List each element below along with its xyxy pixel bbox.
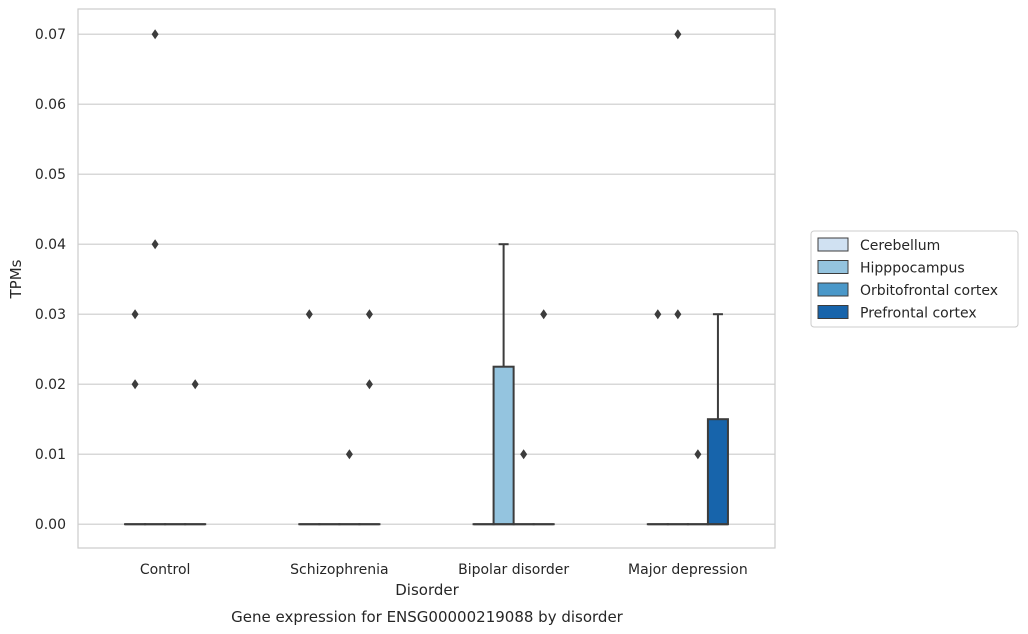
y-tick-label: 0.00 <box>35 517 66 533</box>
legend: Cerebellum Hipppocampus Orbitofrontal cort… <box>810 230 1019 328</box>
legend-swatch <box>817 237 849 252</box>
outlier-point <box>151 239 159 250</box>
x-tick-label: Control <box>140 562 191 578</box>
grid-lines <box>78 33 775 525</box>
legend-frame <box>810 230 1019 328</box>
box <box>706 418 729 526</box>
y-tick-label: 0.07 <box>35 27 66 43</box>
y-tick-label: 0.02 <box>35 377 66 393</box>
outlier-point <box>694 449 702 460</box>
x-tick-label: Major depression <box>628 562 748 578</box>
plot-frame <box>77 8 776 549</box>
legend-swatch <box>817 305 849 319</box>
outlier-point <box>365 379 373 390</box>
y-tick-label: 0.04 <box>35 237 66 253</box>
x-axis-label: Disorder <box>395 581 459 599</box>
outlier-point <box>654 309 662 320</box>
x-tick-labels: Control Schizophrenia Bipolar disorder Majo… <box>140 562 748 578</box>
outlier-point <box>151 29 159 40</box>
outlier-point <box>305 309 313 320</box>
box <box>492 365 515 526</box>
legend-label: Orbitofrontal cortex <box>860 283 998 299</box>
outlier-point <box>365 309 373 320</box>
outlier-point <box>191 379 199 390</box>
outlier-point <box>345 449 353 460</box>
outlier-point <box>131 379 139 390</box>
y-tick-labels: 0.00 0.01 0.02 0.03 0.04 0.05 0.06 0.07 <box>35 27 66 533</box>
x-tick-label: Schizophrenia <box>290 562 388 578</box>
legend-swatch <box>817 260 849 274</box>
legend-label: Hipppocampus <box>860 261 965 277</box>
y-tick-label: 0.03 <box>35 307 66 323</box>
chart-caption: Gene expression for ENSG00000219088 by d… <box>231 608 624 626</box>
outlier-point <box>540 309 548 320</box>
y-tick-label: 0.01 <box>35 447 66 463</box>
boxes <box>124 29 729 526</box>
legend-label: Prefrontal cortex <box>860 306 977 322</box>
y-axis-label: TPMs <box>7 259 25 299</box>
y-tick-label: 0.05 <box>35 167 66 183</box>
legend-swatch <box>817 282 849 297</box>
y-tick-label: 0.06 <box>35 97 66 113</box>
x-tick-label: Bipolar disorder <box>458 562 569 578</box>
legend-label: Cerebellum <box>860 238 940 254</box>
outlier-point <box>520 449 528 460</box>
outlier-point <box>131 309 139 320</box>
outlier-point <box>674 309 682 320</box>
outlier-point <box>674 29 682 40</box>
